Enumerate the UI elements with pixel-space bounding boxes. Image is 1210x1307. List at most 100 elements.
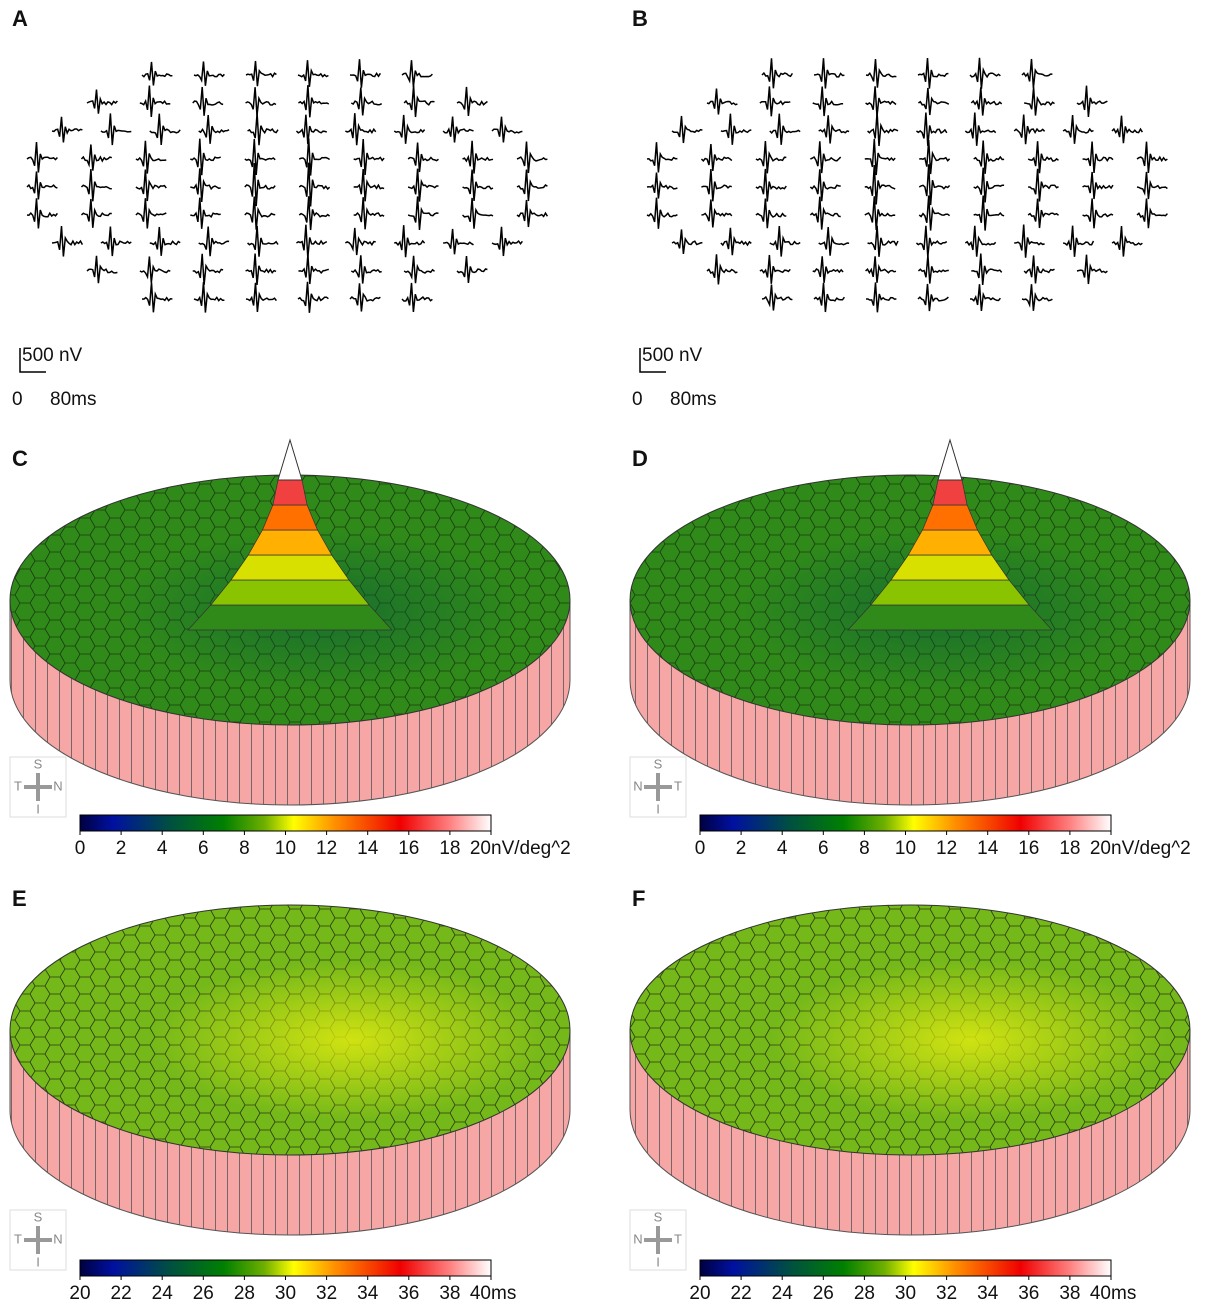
colorbar-tick-label: 4 [157, 838, 168, 859]
colorbar-tick-label: 20 [1090, 838, 1111, 859]
trace [193, 87, 223, 116]
trace [1028, 141, 1058, 173]
colorbar-tick-label: 38 [1059, 1283, 1080, 1304]
trace [394, 225, 424, 257]
trace [248, 226, 278, 257]
trace [457, 87, 487, 116]
trace [918, 255, 948, 283]
trace [463, 141, 493, 174]
colorbar-tick-label: 2 [116, 838, 127, 859]
trace [810, 141, 840, 173]
trace [1028, 199, 1058, 228]
scale-zero: 0 [12, 389, 23, 410]
trace [150, 227, 180, 256]
colorbar-tick-label: 26 [813, 1283, 834, 1304]
colorbar-tick-label: 10 [275, 838, 296, 859]
trace [245, 163, 275, 206]
trace [299, 163, 329, 207]
trace [345, 228, 375, 255]
trace [354, 169, 384, 201]
peak-tip [278, 440, 302, 480]
colorbar [80, 1260, 491, 1276]
panel-label: C [12, 446, 28, 471]
scale-time: 80ms [670, 389, 716, 410]
colorbar-tick-label: 22 [111, 1283, 132, 1304]
trace [354, 139, 384, 175]
colorbar-tick-label: 32 [936, 1283, 957, 1304]
trace [457, 256, 487, 283]
trace [52, 117, 82, 143]
colorbar-unit: nV/deg^2 [491, 838, 571, 859]
colorbar-tick-label: 16 [398, 838, 419, 859]
panel-label: A [12, 6, 28, 31]
colorbar-tick-label: 24 [772, 1283, 794, 1304]
trace [150, 114, 180, 145]
trace [1028, 169, 1058, 202]
trace [81, 145, 111, 171]
trace [762, 58, 792, 88]
compass-top: S [654, 1209, 663, 1224]
trace [1137, 199, 1167, 229]
trace [298, 85, 328, 117]
trace [814, 283, 844, 312]
trace [408, 143, 438, 173]
trace [296, 115, 326, 144]
trace [299, 196, 329, 230]
colorbar-tick-label: 30 [895, 1283, 916, 1304]
trace [194, 282, 224, 313]
scale-amplitude: 500 nV [22, 345, 83, 366]
trace [517, 200, 547, 227]
trace [819, 115, 849, 143]
trace [810, 169, 840, 201]
compass-left: T [14, 1231, 22, 1246]
trace [647, 198, 677, 229]
trace [971, 87, 1001, 115]
compass-right: N [53, 1231, 62, 1246]
colorbar-tick-label: 30 [275, 1283, 296, 1304]
trace [866, 282, 896, 312]
trace [81, 169, 111, 201]
trace [701, 200, 731, 228]
trace [404, 86, 434, 118]
compass-bottom: I [36, 1254, 40, 1269]
colorbar-tick-label: 18 [1059, 838, 1080, 859]
colorbar-tick-label: 36 [1018, 1283, 1039, 1304]
trace [866, 256, 896, 283]
trace [1077, 86, 1107, 117]
colorbar-tick-label: 34 [357, 1283, 379, 1304]
trace [136, 198, 166, 228]
trace [965, 113, 995, 146]
trace [517, 170, 547, 202]
trace [408, 169, 438, 202]
trace [27, 142, 57, 172]
compass-left: T [14, 778, 22, 793]
trace [1083, 172, 1113, 199]
trace [916, 226, 946, 257]
compass-right: T [674, 778, 682, 793]
trace [101, 227, 131, 257]
trace [1083, 142, 1113, 173]
colorbar-tick-label: 18 [439, 838, 460, 859]
trace [190, 139, 220, 176]
trace [756, 141, 786, 173]
colorbar-tick-label: 28 [234, 1283, 255, 1304]
trace [299, 138, 329, 175]
colorbar-unit: nV/deg^2 [1111, 838, 1191, 859]
trace [136, 170, 166, 201]
trace [350, 59, 380, 87]
trace [394, 115, 424, 144]
trace [101, 113, 131, 145]
trace [868, 226, 898, 257]
peak-band [848, 605, 1052, 630]
trace [246, 254, 276, 285]
trace [707, 254, 737, 284]
trace [298, 255, 328, 284]
peak-band [211, 580, 369, 605]
trace [1077, 255, 1107, 284]
colorbar-tick-label: 40 [1090, 1283, 1111, 1304]
scale-time: 80ms [50, 389, 96, 410]
trace [721, 114, 751, 145]
trace [142, 62, 172, 86]
peak-band [871, 580, 1029, 605]
trace [463, 170, 493, 201]
